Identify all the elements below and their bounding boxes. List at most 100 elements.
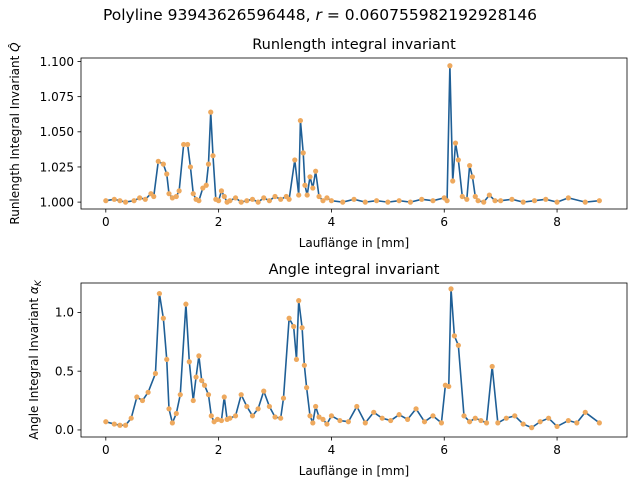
angle-chart: Angle integral invariant 0 2 4 6 8 0.0 0.5 1.0 La…: [27, 262, 628, 478]
angle-point: [299, 325, 305, 331]
runlength-point: [373, 198, 380, 204]
angle-point: [574, 420, 580, 426]
angle-point: [596, 420, 602, 426]
angle-point: [478, 417, 484, 424]
angle-point: [503, 415, 509, 421]
angle-point: [205, 392, 212, 398]
angle-point: [186, 359, 192, 365]
angle-point: [183, 301, 189, 307]
runlength-point: [385, 199, 391, 205]
runlength-point: [498, 198, 504, 204]
runlength-point: [216, 198, 222, 204]
runlength-point: [181, 141, 187, 148]
angle-point: [446, 383, 452, 390]
angle-point: [122, 422, 129, 428]
runlength-point: [208, 109, 214, 115]
angle-point: [554, 423, 560, 430]
runlength-point: [142, 196, 148, 202]
angle-point: [199, 377, 205, 384]
runlength-point: [452, 140, 459, 146]
angle-point: [139, 397, 146, 404]
angle-point: [280, 395, 287, 401]
runlength-point: [244, 198, 250, 204]
runlength-point: [151, 193, 157, 200]
angle-point: [438, 420, 445, 426]
angle-point: [529, 425, 535, 431]
runlength-point: [187, 164, 194, 170]
runlength-point: [419, 196, 425, 202]
runlength-xtick-label: 2: [215, 215, 223, 229]
angle-point: [166, 406, 172, 412]
angle-point: [266, 403, 272, 410]
runlength-point: [266, 198, 272, 204]
runlength-point: [296, 192, 302, 198]
runlength-axes-frame: [80, 57, 628, 210]
runlength-point: [131, 198, 137, 204]
angle-point: [152, 370, 159, 377]
angle-xtick-label: 6: [440, 443, 448, 457]
runlength-point: [173, 193, 179, 200]
runlength-point: [185, 141, 191, 148]
angle-point: [448, 286, 454, 292]
runlength-point: [313, 168, 319, 174]
runlength-xtick-label: 4: [328, 215, 336, 229]
angle-point: [345, 419, 351, 425]
runlength-point: [210, 153, 216, 159]
runlength-point: [160, 161, 166, 167]
runlength-ytick-label: 1.025: [40, 160, 74, 174]
angle-point: [173, 410, 179, 417]
angle-point: [310, 420, 316, 426]
angle-point: [337, 417, 343, 424]
runlength-title: Runlength integral invariant: [252, 37, 456, 53]
angle-point: [324, 421, 330, 427]
runlength-point: [450, 178, 456, 184]
runlength-point: [203, 182, 209, 188]
angle-xtick-label: 8: [553, 443, 561, 457]
runlength-point: [286, 196, 292, 202]
runlength-point: [509, 196, 515, 202]
angle-point: [156, 290, 162, 297]
angle-point: [316, 414, 322, 420]
runlength-point: [459, 193, 465, 200]
runlength-xlabel: Lauflänge in [mm]: [299, 236, 409, 250]
runlength-series-line: [105, 64, 600, 203]
angle-point: [296, 298, 302, 304]
angle-point: [565, 417, 571, 424]
runlength-point: [464, 196, 470, 202]
figure-suptitle: Polyline 93943626596448, r = 0.060755982…: [103, 6, 537, 24]
angle-point: [362, 420, 368, 426]
runlength-point: [324, 195, 330, 201]
angle-point: [232, 413, 239, 419]
runlength-point: [238, 199, 244, 205]
angle-ytick-label: 0.5: [55, 364, 74, 378]
angle-point: [537, 419, 543, 425]
angle-point: [304, 385, 310, 391]
runlength-point: [304, 192, 310, 198]
angle-point: [221, 394, 227, 400]
runlength-point: [278, 196, 284, 202]
angle-point: [301, 362, 307, 368]
runlength-point: [582, 199, 588, 205]
runlength-point: [272, 193, 278, 200]
angle-point: [307, 413, 313, 419]
angle-point: [483, 420, 490, 426]
angle-xtick-label: 4: [328, 443, 336, 457]
angle-point: [354, 403, 360, 410]
runlength-point: [340, 199, 346, 205]
runlength-point: [137, 195, 143, 201]
angle-point: [512, 413, 518, 419]
runlength-point: [103, 198, 109, 204]
runlength-point: [307, 174, 313, 180]
runlength-point: [302, 182, 308, 188]
angle-point: [495, 420, 501, 426]
runlength-point: [430, 198, 436, 204]
runlength-point: [565, 195, 571, 201]
runlength-point: [447, 63, 453, 69]
angle-point: [291, 323, 297, 330]
angle-ytick-label: 1.0: [55, 306, 74, 320]
runlength-ytick-label: 1.075: [40, 90, 74, 104]
runlength-point: [531, 198, 538, 204]
angle-point: [164, 356, 170, 363]
runlength-point: [444, 198, 450, 204]
